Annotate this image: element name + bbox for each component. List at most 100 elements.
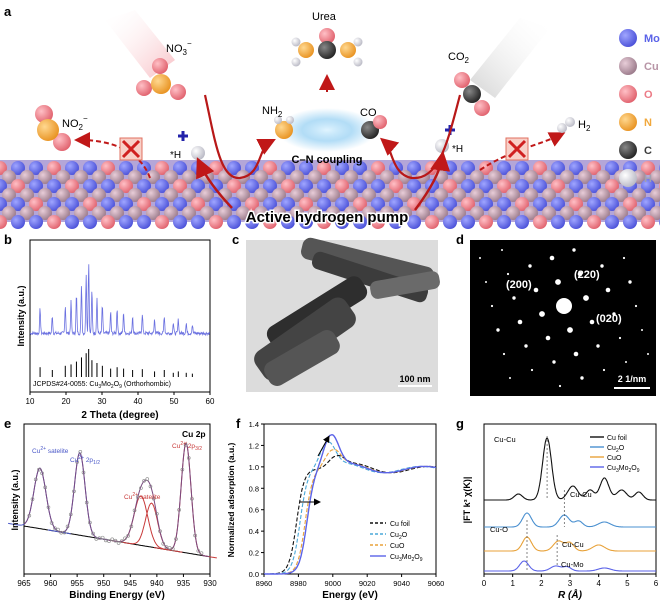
saed-spot — [533, 287, 539, 293]
surface-atom — [74, 170, 88, 184]
no2-molecule — [35, 105, 71, 151]
panel-e: e 965 960 955 950 945 940 935 930 Cu 2p Cu2+ sa… — [4, 416, 217, 600]
xps-xlabel: Binding Energy (eV) — [69, 590, 165, 600]
surface-atom — [497, 197, 511, 211]
surface-atom — [371, 197, 385, 211]
surface-atom — [155, 161, 169, 175]
saed-spot — [517, 319, 523, 325]
surface-atom — [560, 188, 574, 202]
surface-atom — [92, 206, 106, 220]
saed-spot — [567, 327, 573, 333]
surface-atom — [353, 179, 367, 193]
exafs-curve-3 — [484, 560, 656, 572]
panel-b: b 10 20 30 40 50 60 JCPDS#24-0055: Cu3Mo2O9 (… — [4, 232, 215, 421]
surface-atom — [119, 179, 133, 193]
xanes-x-tick-label: 9000 — [324, 579, 341, 588]
surface-atom — [92, 170, 106, 184]
xanes-legend-label: CuO — [390, 543, 405, 550]
surface-atom — [632, 188, 646, 202]
xps-data-point — [104, 538, 108, 543]
surface-atom — [542, 188, 556, 202]
surface-atom — [407, 179, 421, 193]
surface-atom — [20, 170, 34, 184]
saed-image — [470, 240, 656, 396]
surface-atom — [245, 215, 259, 229]
legend-atom-mo — [619, 29, 637, 47]
surface-atom — [200, 206, 214, 220]
xrd-tick-label: 30 — [98, 397, 107, 406]
saed-spot — [555, 279, 561, 285]
surface-atom — [587, 215, 601, 229]
nh2-label: NH2 — [262, 105, 283, 119]
xps-data-point — [193, 533, 197, 538]
xps-annot-sat-blue: Cu2+ satelite — [32, 446, 69, 455]
xps-data-point — [72, 489, 76, 494]
surface-atom — [209, 197, 223, 211]
xps-data-point — [142, 478, 146, 483]
exafs-curve-1 — [484, 512, 656, 528]
surface-atom — [263, 215, 277, 229]
saed-spot — [509, 377, 511, 379]
xps-title: Cu 2p — [182, 429, 206, 439]
surface-atom — [110, 206, 124, 220]
surface-atom — [56, 188, 70, 202]
surface-atom — [497, 179, 511, 193]
xanes-curves — [264, 433, 437, 575]
xanes-plot-frame — [263, 423, 437, 575]
surface-atom — [65, 161, 79, 175]
saed-spot — [641, 329, 643, 331]
surface-atom — [290, 206, 304, 220]
xps-tick-label: 940 — [150, 579, 164, 588]
coupling-glow — [277, 108, 377, 152]
surface-atom — [119, 161, 133, 175]
xps-data-point — [43, 485, 48, 490]
legend-label-h: H — [644, 173, 652, 185]
xps-data-point — [49, 521, 54, 525]
surface-atom — [362, 206, 376, 220]
xanes-legend-label: Cu foil — [390, 521, 410, 528]
saed-spot — [618, 336, 622, 340]
xps-data-point — [167, 546, 172, 550]
exafs-tick-label: 3 — [568, 579, 573, 588]
exafs-annot-cumo: Cu-Mo — [561, 560, 584, 569]
surface-atom — [353, 161, 367, 175]
saed-spot — [628, 280, 632, 284]
xanes-y-tick-label: 1.4 — [249, 420, 259, 429]
saed-spot — [485, 281, 487, 283]
pump-arrow-right — [413, 150, 451, 211]
surface-atom — [155, 179, 169, 193]
xps-data-point — [27, 513, 32, 518]
exafs-ylabel: |FT k³ χ(K)| — [462, 477, 472, 524]
surface-atom — [191, 215, 205, 229]
blocked-h2-cross-icon — [505, 137, 529, 161]
surface-atom — [389, 197, 403, 211]
surface-atom — [182, 170, 196, 184]
panel-label-c: c — [232, 232, 239, 247]
surface-atom — [0, 215, 7, 229]
xanes-y-tick-label: 1.2 — [249, 441, 259, 450]
xrd-tick-label: 40 — [134, 397, 143, 406]
surface-atom — [263, 197, 277, 211]
surface-atom — [146, 188, 160, 202]
surface-atom — [182, 188, 196, 202]
saed-spot-020: (020) — [596, 313, 622, 325]
surface-atom — [353, 197, 367, 211]
exafs-tick-label: 6 — [654, 579, 659, 588]
surface-atom — [173, 197, 187, 211]
exafs-tick-label: 4 — [596, 579, 601, 588]
surface-atom — [335, 161, 349, 175]
surface-atom — [29, 197, 43, 211]
panel-label-g: g — [456, 416, 464, 431]
saed-spot — [558, 384, 562, 388]
cn-coupling-label: C–N coupling — [292, 154, 363, 166]
exafs-legend-label: Cu foil — [607, 435, 627, 442]
saed-spot — [602, 368, 606, 372]
xps-tick-label: 930 — [203, 579, 217, 588]
blocked-no2-cross-icon — [119, 137, 143, 161]
surface-atom — [533, 197, 547, 211]
surface-atom — [461, 197, 475, 211]
surface-atom — [596, 170, 610, 184]
saed-spot-220: (220) — [574, 269, 600, 281]
